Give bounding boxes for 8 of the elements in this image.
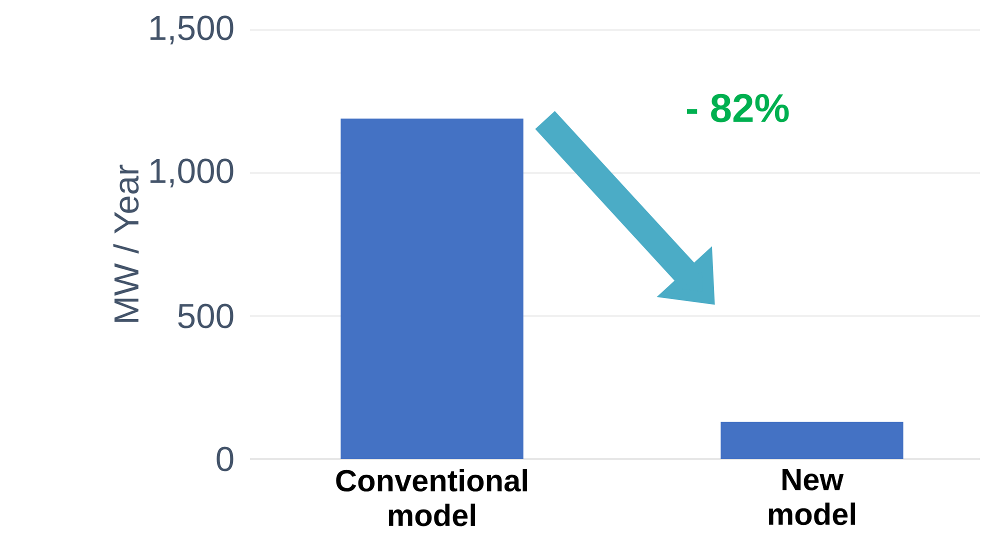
x-tick-label: New model xyxy=(768,469,856,526)
y-tick-label: 1,500 xyxy=(150,16,234,44)
y-axis-title: MW / Year xyxy=(113,164,139,322)
x-tick-label: Conventional model xyxy=(336,469,527,526)
y-tick-label: 1,000 xyxy=(150,158,234,188)
annotation: - 82% xyxy=(686,94,789,122)
y-tick-label: 500 xyxy=(178,304,234,328)
y-tick-label: 0 xyxy=(216,446,234,472)
